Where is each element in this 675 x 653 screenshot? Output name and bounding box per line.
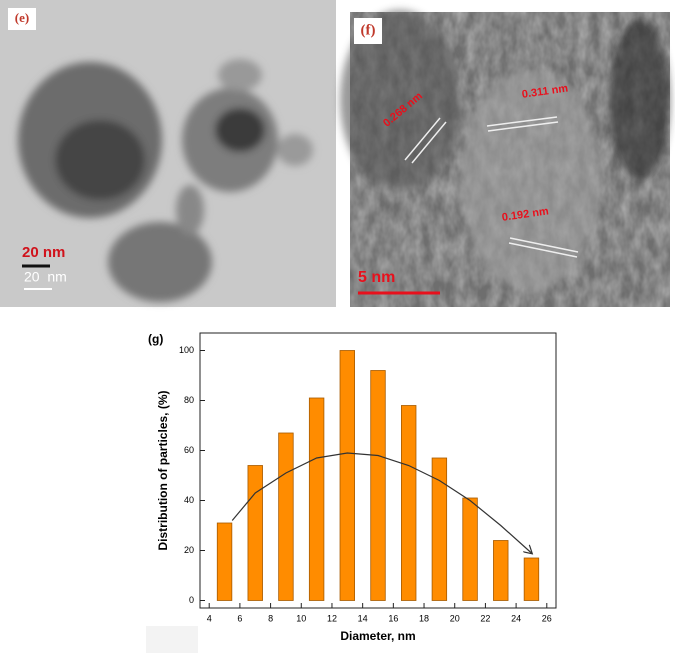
panel-e: (e) 20 nm 20 nm (0, 0, 336, 307)
y-tick-label: 80 (184, 395, 194, 405)
bar (308, 397, 325, 601)
x-axis-label: Diameter, nm (340, 629, 415, 643)
x-tick-label: 6 (237, 613, 242, 623)
bar (278, 432, 294, 601)
blank-patch (146, 626, 198, 653)
y-tick-label: 40 (184, 495, 194, 505)
x-tick-label: 8 (268, 613, 273, 623)
x-tick-label: 4 (207, 613, 212, 623)
bar (493, 540, 509, 601)
bar (401, 405, 417, 601)
x-tick-label: 14 (358, 613, 368, 623)
scale-label: 20 nm (22, 244, 65, 261)
x-tick-label: 10 (296, 613, 306, 623)
bar (370, 370, 386, 601)
y-tick-label: 100 (179, 345, 194, 355)
panel-label: (e) (15, 10, 29, 25)
chart-title: (g) (148, 332, 163, 346)
x-tick-label: 20 (450, 613, 460, 623)
x-tick-label: 22 (480, 613, 490, 623)
x-tick-label: 24 (511, 613, 521, 623)
bar (339, 350, 355, 601)
fit-curve (231, 452, 531, 553)
x-tick-label: 18 (419, 613, 429, 623)
bar (462, 497, 478, 601)
y-tick-label: 60 (184, 445, 194, 455)
bar (216, 522, 233, 601)
y-tick-label: 20 (184, 545, 194, 555)
bar (431, 457, 448, 601)
panel-label: (f) (361, 22, 376, 38)
scale-label: 20 nm (24, 269, 67, 285)
bar (523, 557, 540, 601)
x-tick-label: 16 (388, 613, 398, 623)
bar (247, 465, 263, 601)
lattice-marks (404, 116, 579, 258)
scale-label: 5 nm (358, 269, 395, 286)
x-tick-label: 12 (327, 613, 337, 623)
x-tick-label: 26 (542, 613, 552, 623)
y-axis-label: Distribution of particles, (%) (156, 390, 170, 550)
panel-f: (f) 0.268 nm 0.311 nm 0.192 nm 5 nm (340, 10, 670, 307)
y-tick-label: 0 (189, 595, 194, 605)
